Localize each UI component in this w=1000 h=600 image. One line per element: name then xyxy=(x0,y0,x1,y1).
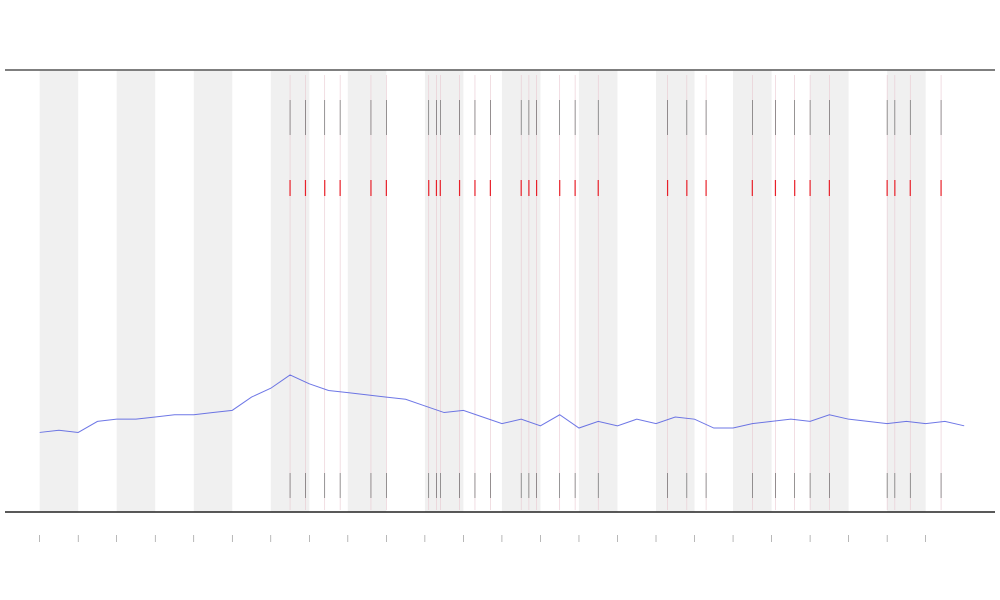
series-line xyxy=(39,374,965,433)
shaded-band xyxy=(656,70,695,512)
shaded-band xyxy=(887,70,926,512)
shaded-band xyxy=(116,70,156,512)
shaded-band xyxy=(347,70,387,512)
shaded-band xyxy=(193,70,233,512)
background-layer xyxy=(39,70,942,512)
shaded-band xyxy=(39,70,79,512)
shaded-band xyxy=(424,70,464,512)
